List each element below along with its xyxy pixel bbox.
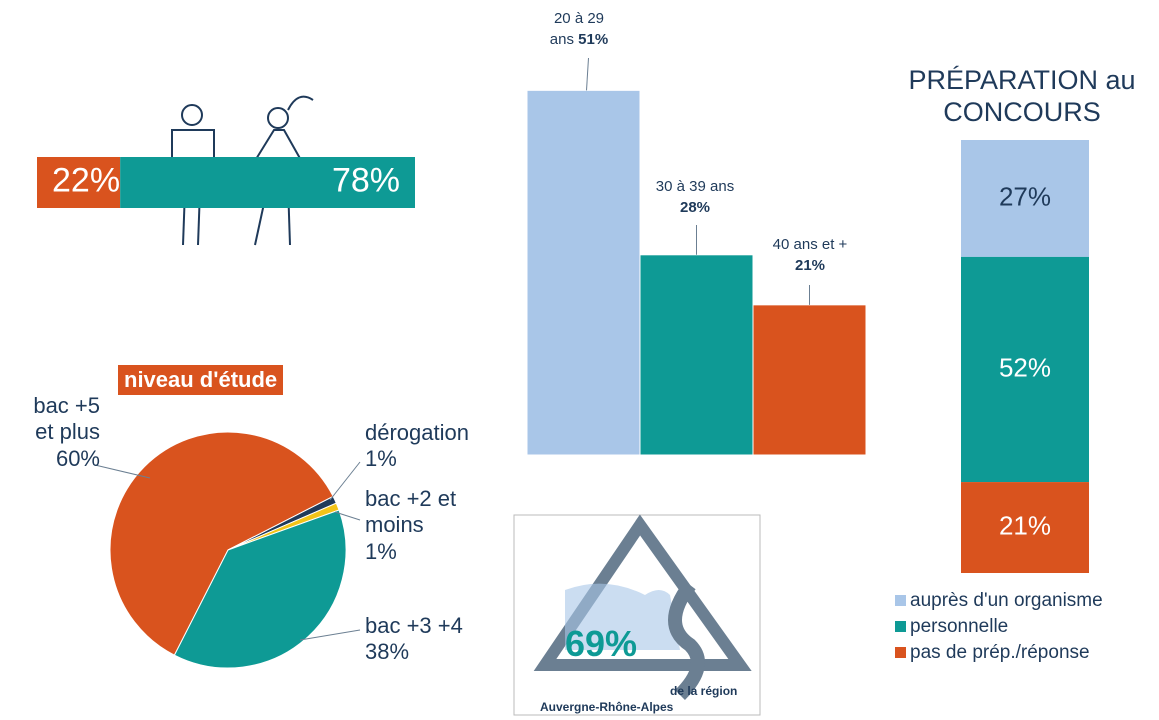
age-label: 30 à 39 ans 28% — [630, 176, 760, 218]
legend-swatch — [895, 647, 906, 658]
value-label: 27% — [999, 181, 1051, 211]
value-label: 60% — [10, 446, 100, 472]
legend-entry: personnelle — [895, 616, 1008, 638]
badge-caption: de la région — [670, 684, 737, 698]
leader-line — [330, 462, 360, 500]
badge-value: 69% — [565, 622, 637, 665]
value-label: 38% — [365, 639, 463, 665]
bar — [640, 255, 753, 455]
category: 30 à 39 ans — [656, 178, 734, 195]
bar — [753, 305, 866, 455]
legend-entry: auprès d'un organisme — [895, 590, 1103, 612]
prep-title: PRÉPARATION au CONCOURS — [902, 64, 1142, 129]
pie-title: niveau d'étude — [118, 365, 283, 395]
value-label: 1% — [365, 446, 469, 472]
infographic: 22% 78% 27% 52% 21% niveau d'étude PRÉPARATI… — [0, 0, 1159, 720]
category: bac +3 +4 — [365, 613, 463, 639]
bar — [527, 90, 640, 455]
legend-entry: pas de prép./réponse — [895, 642, 1090, 664]
legend-swatch — [895, 595, 906, 606]
value-label: 52% — [999, 352, 1051, 382]
value-label: 22% — [52, 161, 120, 199]
value-label: 1% — [365, 539, 465, 565]
value-label: 21% — [795, 257, 825, 274]
legend-label: personnelle — [910, 616, 1008, 637]
value-label: 78% — [332, 161, 400, 199]
legend-label: pas de prép./réponse — [910, 642, 1090, 663]
badge-region: Auvergne-Rhône-Alpes — [540, 700, 673, 714]
category: bac +2 et moins — [365, 486, 465, 539]
age-label: 40 ans et + 21% — [755, 234, 865, 276]
category: 40 ans et + — [773, 236, 848, 253]
value-label: 51% — [578, 31, 608, 48]
value-label: 28% — [680, 199, 710, 216]
category: bac +5 et plus — [10, 393, 100, 446]
legend-label: auprès d'un organisme — [910, 590, 1103, 611]
legend-swatch — [895, 621, 906, 632]
value-label: 21% — [999, 510, 1051, 540]
leader-line — [587, 58, 589, 90]
age-label: 20 à 29 ans 51% — [540, 8, 618, 50]
category: dérogation — [365, 420, 469, 446]
